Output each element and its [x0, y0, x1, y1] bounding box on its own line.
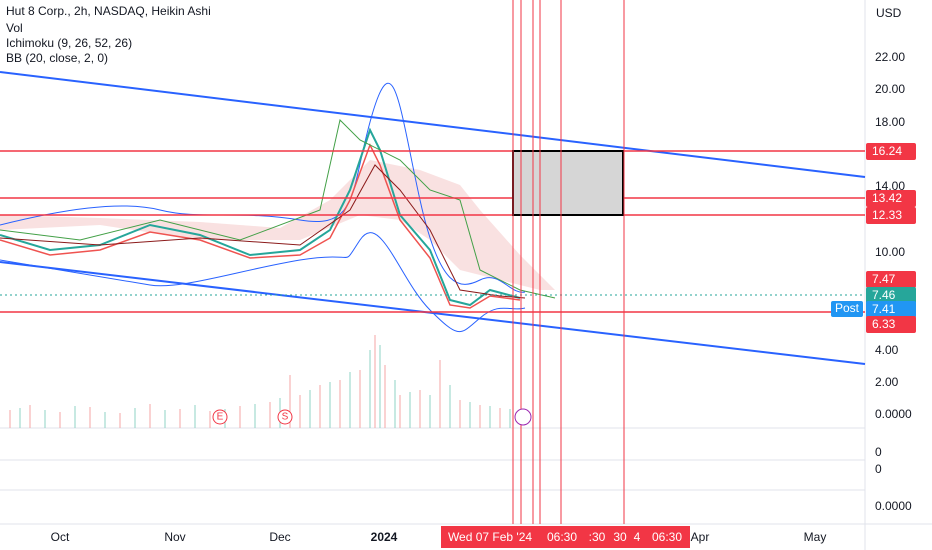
- price-candles: [0, 127, 521, 307]
- price-tag-text: 13.42: [872, 191, 902, 205]
- time-label: Apr: [691, 530, 710, 544]
- price-tag-text: 16.24: [872, 144, 902, 158]
- price-label: 0.0000: [875, 407, 912, 421]
- price-tag-text: 12.33: [872, 208, 902, 222]
- trend-line-lower: [0, 261, 866, 365]
- price-candles: [0, 143, 521, 309]
- chart-title: Hut 8 Corp., 2h, NASDAQ, Heikin Ashi: [6, 4, 211, 18]
- price-tag: [866, 287, 916, 304]
- time-label: 2024: [371, 530, 398, 544]
- volume-bars: [9, 335, 501, 428]
- post-badge: [831, 301, 863, 317]
- split-marker[interactable]: [277, 409, 293, 425]
- ichimoku-base: [0, 164, 526, 299]
- vertical-lines: [512, 0, 625, 524]
- price-label: 18.00: [875, 115, 905, 129]
- time-cursor-band: [441, 526, 690, 548]
- currency[interactable]: USD: [876, 6, 902, 20]
- time-label: Nov: [164, 530, 185, 544]
- time-cursor-label: 06:30: [652, 530, 682, 544]
- indicator-label: Vol: [6, 21, 23, 35]
- time-cursor-label: 30: [613, 530, 627, 544]
- indicator-label: Ichimoku (9, 26, 52, 26): [6, 36, 132, 50]
- time-cursor-label: :30: [589, 530, 606, 544]
- price-label: 4.00: [875, 343, 899, 357]
- split-marker-label: S: [282, 412, 289, 423]
- earnings-marker[interactable]: [212, 409, 228, 425]
- price-tag-text: 6.33: [872, 317, 896, 331]
- pane-axis-label: 0: [875, 462, 882, 476]
- price-tag: [866, 207, 916, 224]
- trend-line-upper: [0, 71, 866, 178]
- price-tag: [866, 190, 916, 207]
- time-label: Oct: [51, 530, 70, 544]
- bb-upper: [0, 82, 526, 293]
- price-label: 2.00: [875, 375, 899, 389]
- price-label: 14.00: [875, 179, 905, 193]
- price-label: 20.00: [875, 82, 905, 96]
- ichimoku-lagging: [0, 119, 556, 299]
- pane-axis-label: 0: [875, 445, 882, 459]
- rectangle-drawing: [512, 150, 624, 216]
- bb-lower: [0, 232, 526, 333]
- price-tag-text: 7.41: [872, 302, 896, 316]
- price-tag: [866, 316, 916, 333]
- earnings-marker-label: E: [217, 412, 224, 423]
- price-tag: [866, 301, 916, 318]
- price-label: 10.00: [875, 245, 905, 259]
- price-tag: [866, 271, 916, 288]
- price-tag-text: 7.47: [872, 272, 896, 286]
- price-tag: [866, 143, 916, 160]
- pane-axis-label: 0.0000: [875, 499, 912, 513]
- time-label: May: [804, 530, 827, 544]
- time-cursor-label: Wed 07 Feb '24: [448, 530, 532, 544]
- event-marker[interactable]: [514, 408, 532, 426]
- price-tag-text: 7.46: [872, 288, 896, 302]
- time-cursor-label: 06:30: [547, 530, 577, 544]
- indicator-label: BB (20, close, 2, 0): [6, 51, 108, 65]
- time-cursor-label: 4: [634, 530, 641, 544]
- horizontal-levels: [0, 150, 865, 313]
- time-label: Dec: [269, 530, 290, 544]
- price-label: 22.00: [875, 50, 905, 64]
- post-badge-text: Post: [835, 301, 860, 315]
- ichimoku-cloud: [0, 160, 555, 290]
